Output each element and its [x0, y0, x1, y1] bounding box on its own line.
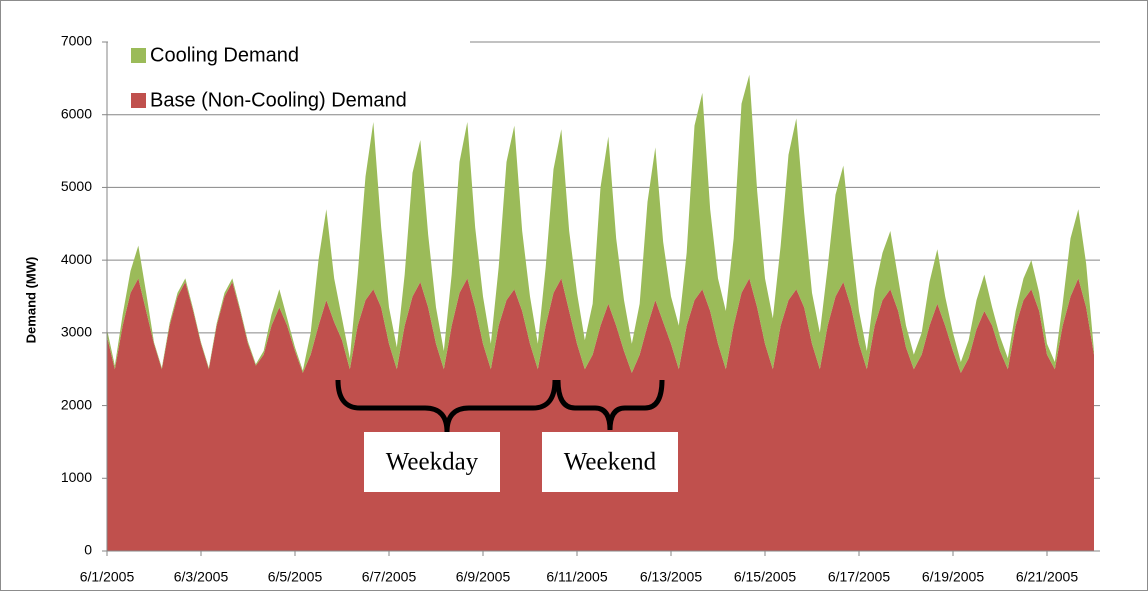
area	[107, 278, 1094, 551]
x-tick-label: 6/17/2005	[828, 569, 890, 585]
annotation: Weekday	[386, 449, 479, 476]
x-tick-label: 6/5/2005	[268, 569, 323, 585]
annotation-box	[364, 432, 500, 492]
y-tick-label: 6000	[61, 105, 92, 121]
area	[107, 74, 1094, 373]
x-tick-label: 6/11/2005	[546, 569, 607, 585]
y-axis-label: Demand (MW)	[23, 257, 38, 344]
x-tick-label: 6/7/2005	[362, 569, 417, 585]
x-tick-label: 6/21/2005	[1016, 569, 1078, 585]
x-tick-label: 6/15/2005	[734, 569, 796, 585]
y-tick-label: 5000	[61, 178, 92, 194]
weekday-brace: Weekday	[335, 379, 558, 492]
annotation: Weekend	[564, 449, 657, 476]
x-tick-label: 6/13/2005	[640, 569, 702, 585]
y-tick-label: 2000	[61, 396, 92, 412]
y-tick-label: 4000	[61, 251, 92, 267]
legend-background	[108, 34, 470, 110]
y-tick-label: 0	[84, 542, 92, 558]
legend-swatch	[131, 93, 146, 108]
plot-area	[107, 74, 1094, 551]
y-tick-label: 7000	[61, 33, 92, 49]
legend-label: Base (Non-Cooling) Demand	[150, 89, 407, 111]
x-tick-label: 6/1/2005	[80, 569, 135, 585]
y-tick-label: 3000	[61, 324, 92, 340]
legend-label: Cooling Demand	[150, 44, 299, 66]
brace	[555, 379, 665, 431]
legend: Cooling Demand Base (Non-Cooling) Demand	[108, 34, 470, 111]
annotation-box	[542, 432, 678, 492]
legend-swatch	[131, 48, 146, 63]
weekend-brace: Weekend	[542, 379, 678, 492]
x-tick-label: 6/19/2005	[922, 569, 984, 585]
y-tick-label: 1000	[61, 469, 92, 485]
x-tick-label: 6/3/2005	[174, 569, 229, 585]
axes: 0 1000 2000 3000 4000 5000 6000 7000 6/1/2005 6/3…	[61, 33, 1100, 585]
x-tick-label: 6/9/2005	[456, 569, 511, 585]
